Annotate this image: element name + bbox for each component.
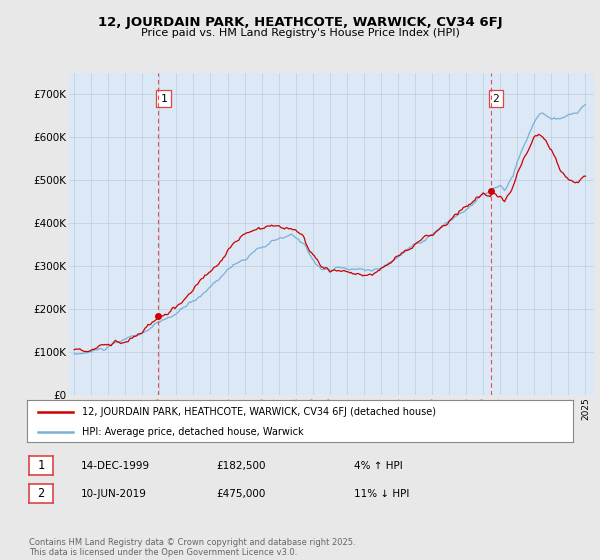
Text: £475,000: £475,000 bbox=[216, 489, 265, 499]
Text: 12, JOURDAIN PARK, HEATHCOTE, WARWICK, CV34 6FJ: 12, JOURDAIN PARK, HEATHCOTE, WARWICK, C… bbox=[98, 16, 502, 29]
Text: 2: 2 bbox=[37, 487, 44, 501]
Text: 1: 1 bbox=[37, 459, 44, 473]
Text: 2: 2 bbox=[493, 94, 499, 104]
Text: £182,500: £182,500 bbox=[216, 461, 265, 471]
Text: 10-JUN-2019: 10-JUN-2019 bbox=[81, 489, 147, 499]
Text: 1: 1 bbox=[160, 94, 167, 104]
Text: 4% ↑ HPI: 4% ↑ HPI bbox=[354, 461, 403, 471]
Text: 11% ↓ HPI: 11% ↓ HPI bbox=[354, 489, 409, 499]
Text: HPI: Average price, detached house, Warwick: HPI: Average price, detached house, Warw… bbox=[82, 427, 303, 437]
Text: 12, JOURDAIN PARK, HEATHCOTE, WARWICK, CV34 6FJ (detached house): 12, JOURDAIN PARK, HEATHCOTE, WARWICK, C… bbox=[82, 407, 436, 417]
Text: Price paid vs. HM Land Registry's House Price Index (HPI): Price paid vs. HM Land Registry's House … bbox=[140, 28, 460, 38]
Text: 14-DEC-1999: 14-DEC-1999 bbox=[81, 461, 150, 471]
Text: Contains HM Land Registry data © Crown copyright and database right 2025.
This d: Contains HM Land Registry data © Crown c… bbox=[29, 538, 355, 557]
